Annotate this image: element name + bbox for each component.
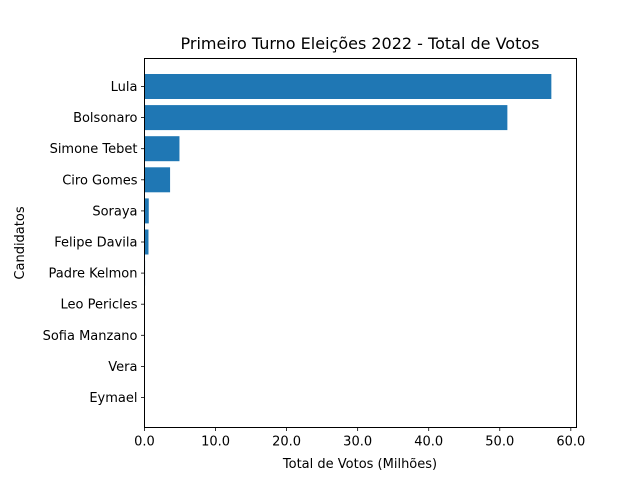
bar-lula (144, 74, 552, 99)
y-tick-label: Vera (108, 360, 137, 375)
y-tick-label: Sofia Manzano (43, 329, 138, 344)
x-axis-ticks: 0.0 10.0 20.0 30.0 40.0 50.0 60.0 (134, 427, 585, 450)
y-tick-label: Soraya (92, 204, 137, 219)
y-axis-ticks: Lula Bolsonaro Simone Tebet Ciro Gomes Soray… (43, 80, 145, 406)
x-tick-label: 0.0 (134, 435, 155, 450)
plot-frame (144, 58, 577, 428)
x-tick-label: 60.0 (556, 435, 585, 450)
y-tick-label: Simone Tebet (50, 142, 138, 157)
y-axis-label: Candidatos (13, 206, 28, 279)
bar-ciro-gomes (144, 167, 171, 193)
y-tick-label: Ciro Gomes (62, 173, 138, 188)
bar-simone-tebet (144, 136, 180, 162)
bar-soraya (144, 198, 149, 224)
chart-title: Primeiro Turno Eleições 2022 - Total de … (181, 34, 540, 53)
y-tick-label: Felipe Davila (54, 236, 137, 251)
x-tick-label: 40.0 (414, 435, 443, 450)
y-tick-label: Eymael (89, 391, 137, 406)
y-tick-label: Lula (111, 80, 138, 95)
x-tick-label: 20.0 (272, 435, 301, 450)
x-tick-label: 50.0 (485, 435, 514, 450)
y-tick-label: Bolsonaro (73, 111, 137, 126)
bar-bolsonaro (144, 105, 508, 131)
x-tick-label: 10.0 (201, 435, 230, 450)
x-axis-label: Total de Votos (Milhões) (282, 457, 437, 472)
x-tick-label: 30.0 (343, 435, 372, 450)
y-tick-label: Leo Pericles (61, 298, 138, 313)
bars-group (144, 74, 552, 410)
bar-felipe-davila (144, 229, 149, 255)
y-tick-label: Padre Kelmon (48, 267, 137, 282)
